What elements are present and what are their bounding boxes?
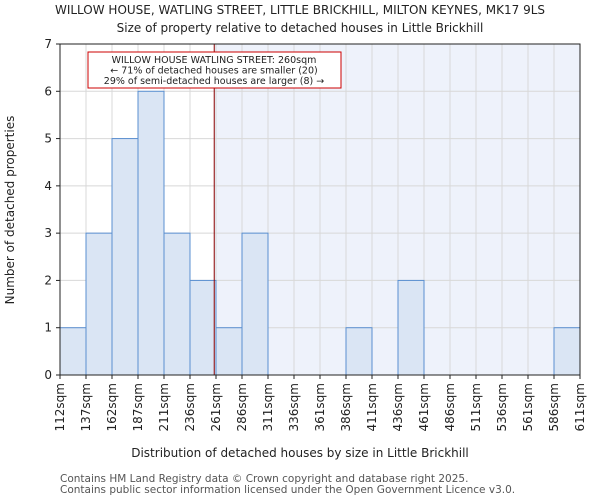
x-tick-label: 586sqm bbox=[547, 383, 561, 431]
x-tick-label: 162sqm bbox=[105, 383, 119, 431]
histogram-bar bbox=[111, 138, 139, 376]
y-tick-label: 5 bbox=[44, 132, 52, 146]
x-tick-label: 211sqm bbox=[157, 383, 171, 431]
x-tick-label: 361sqm bbox=[313, 383, 327, 431]
x-tick-label: 236sqm bbox=[183, 383, 197, 431]
chart-subtitle: Size of property relative to detached ho… bbox=[117, 21, 484, 35]
histogram-bar bbox=[345, 327, 373, 376]
x-tick-label: 286sqm bbox=[235, 383, 249, 431]
y-tick-label: 0 bbox=[44, 368, 52, 382]
histogram-bar bbox=[215, 327, 243, 376]
x-tick-label: 112sqm bbox=[53, 383, 67, 431]
x-tick-label: 436sqm bbox=[391, 383, 405, 431]
x-tick-label: 536sqm bbox=[495, 383, 509, 431]
x-tick-label: 486sqm bbox=[443, 383, 457, 431]
x-tick-label: 261sqm bbox=[209, 383, 223, 431]
x-tick-label: 336sqm bbox=[287, 383, 301, 431]
histogram-bar bbox=[163, 232, 191, 376]
y-tick-label: 1 bbox=[44, 321, 52, 335]
x-axis-label: Distribution of detached houses by size … bbox=[131, 446, 469, 460]
y-tick-label: 2 bbox=[44, 273, 52, 287]
footer-licence: Contains public sector information licen… bbox=[60, 484, 516, 496]
histogram-bar bbox=[85, 232, 113, 376]
histogram-bar bbox=[59, 327, 87, 376]
footer-copyright: Contains HM Land Registry data © Crown c… bbox=[60, 473, 469, 485]
histogram-bar bbox=[553, 327, 581, 376]
y-tick-label: 6 bbox=[44, 84, 52, 98]
y-tick-label: 4 bbox=[44, 179, 52, 193]
histogram-bar bbox=[189, 279, 217, 376]
x-tick-label: 386sqm bbox=[339, 383, 353, 431]
x-tick-label: 411sqm bbox=[365, 383, 379, 431]
x-tick-label: 561sqm bbox=[521, 383, 535, 431]
annotation-text: WILLOW HOUSE WATLING STREET: 260sqm bbox=[112, 55, 317, 66]
x-tick-label: 511sqm bbox=[469, 383, 483, 431]
y-axis-label: Number of detached properties bbox=[3, 116, 17, 305]
chart-title: WILLOW HOUSE, WATLING STREET, LITTLE BRI… bbox=[55, 3, 545, 17]
x-tick-label: 137sqm bbox=[79, 383, 93, 431]
x-tick-label: 311sqm bbox=[261, 383, 275, 431]
histogram-bar bbox=[137, 90, 165, 376]
y-tick-label: 7 bbox=[44, 37, 52, 51]
x-tick-label: 461sqm bbox=[417, 383, 431, 431]
histogram-bar bbox=[241, 232, 269, 376]
x-tick-label: 611sqm bbox=[573, 383, 587, 431]
annotation-text: ← 71% of detached houses are smaller (20… bbox=[110, 66, 317, 77]
y-tick-label: 3 bbox=[44, 226, 52, 240]
highlight-region bbox=[214, 44, 580, 375]
annotation-text: 29% of semi-detached houses are larger (… bbox=[104, 76, 324, 87]
x-tick-label: 187sqm bbox=[131, 383, 145, 431]
annotation-box bbox=[87, 51, 342, 89]
histogram-bar bbox=[397, 279, 425, 376]
